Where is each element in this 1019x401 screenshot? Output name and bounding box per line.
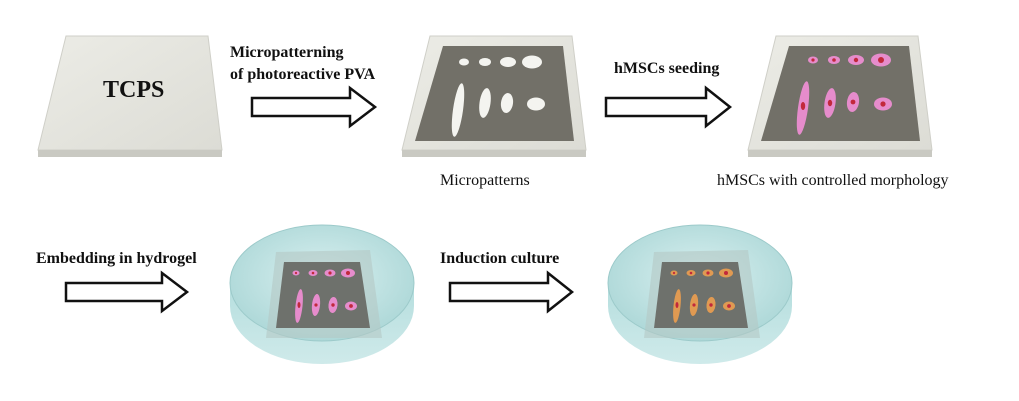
arrow-seeding bbox=[604, 85, 733, 129]
seeded-cells bbox=[796, 53, 892, 135]
micropattern-holes bbox=[451, 55, 545, 137]
arrow-embedding bbox=[64, 270, 190, 314]
arrow-induction bbox=[448, 270, 575, 314]
induction-label: Induction culture bbox=[440, 250, 560, 267]
seeding-label: hMSCs seeding bbox=[614, 60, 720, 77]
seeded-plate bbox=[761, 46, 920, 141]
embedding-label: Embedding in hydrogel bbox=[36, 250, 197, 267]
hydrogel-dish-embedded bbox=[229, 224, 415, 364]
tcps-label: TCPS bbox=[103, 77, 165, 103]
micropatterning-label-line2: of photoreactive PVA bbox=[230, 66, 376, 83]
hydrogel-dish-induced bbox=[607, 224, 793, 364]
micropatterning-label-line1: Micropatterning bbox=[230, 44, 344, 61]
tcps-substrate bbox=[37, 35, 223, 157]
micropatterns-caption: Micropatterns bbox=[440, 172, 530, 189]
arrow-micropatterning bbox=[250, 85, 378, 129]
pattern-plate bbox=[415, 46, 574, 141]
controlled-morphology-caption: hMSCs with controlled morphology bbox=[717, 172, 949, 189]
